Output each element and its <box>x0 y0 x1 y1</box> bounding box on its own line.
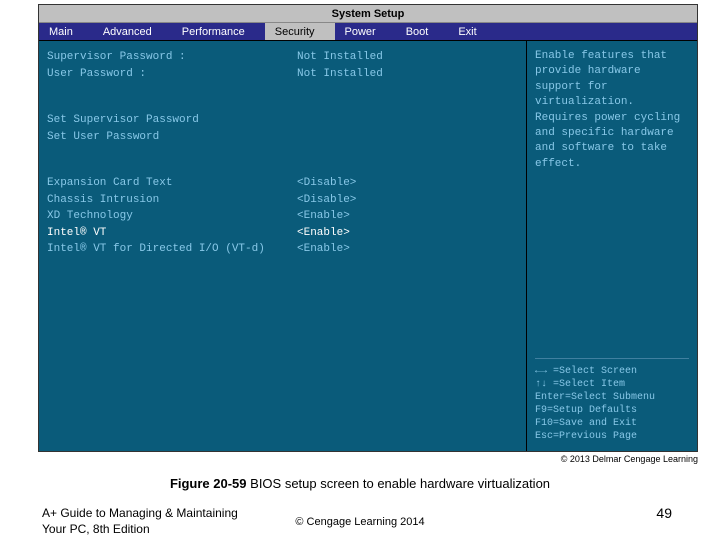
bios-titlebar: System Setup <box>39 5 697 23</box>
bios-title: System Setup <box>332 8 405 20</box>
value: <Enable> <box>297 241 427 258</box>
label: Intel® VT <box>47 225 297 242</box>
bios-main-panel: Supervisor Password : Not Installed User… <box>39 41 527 451</box>
row-user-password[interactable]: User Password : Not Installed <box>47 66 518 83</box>
bios-help-panel: Enable features that provide hardware su… <box>527 41 697 451</box>
label: Supervisor Password : <box>47 49 297 66</box>
label: Chassis Intrusion <box>47 192 297 209</box>
value: <Disable> <box>297 175 427 192</box>
label: Set Supervisor Password <box>47 112 297 129</box>
row-supervisor-password[interactable]: Supervisor Password : Not Installed <box>47 49 518 66</box>
tab-power[interactable]: Power <box>335 23 396 40</box>
nav-line: Enter=Select Submenu <box>535 391 689 404</box>
bios-menubar: Main Advanced Performance Security Power… <box>39 23 697 41</box>
row-intel-vt-d[interactable]: Intel® VT for Directed I/O (VT-d) <Enabl… <box>47 241 518 258</box>
label: Expansion Card Text <box>47 175 297 192</box>
label: XD Technology <box>47 208 297 225</box>
label: User Password : <box>47 66 297 83</box>
value <box>297 112 427 129</box>
value: <Enable> <box>297 208 427 225</box>
row-set-supervisor-password[interactable]: Set Supervisor Password <box>47 112 518 129</box>
nav-help: ←→ =Select Screen ↑↓ =Select Item Enter=… <box>535 358 689 443</box>
value: Not Installed <box>297 49 427 66</box>
tab-boot[interactable]: Boot <box>396 23 449 40</box>
tab-advanced[interactable]: Advanced <box>93 23 172 40</box>
tab-security[interactable]: Security <box>265 23 335 40</box>
value: <Enable> <box>297 225 427 242</box>
label: Set User Password <box>47 129 297 146</box>
bios-content: Supervisor Password : Not Installed User… <box>39 41 697 451</box>
nav-line: F9=Setup Defaults <box>535 404 689 417</box>
nav-line: Esc=Previous Page <box>535 430 689 443</box>
value: <Disable> <box>297 192 427 209</box>
nav-line: F10=Save and Exit <box>535 417 689 430</box>
tab-exit[interactable]: Exit <box>448 23 496 40</box>
tab-performance[interactable]: Performance <box>172 23 265 40</box>
nav-line: ↑↓ =Select Item <box>535 378 689 391</box>
value: Not Installed <box>297 66 427 83</box>
value <box>297 129 427 146</box>
figure-caption: Figure 20-59 BIOS setup screen to enable… <box>0 476 720 491</box>
page-number: 49 <box>656 505 672 521</box>
row-expansion-card-text[interactable]: Expansion Card Text <Disable> <box>47 175 518 192</box>
label: Intel® VT for Directed I/O (VT-d) <box>47 241 297 258</box>
tab-main[interactable]: Main <box>39 23 93 40</box>
row-xd-technology[interactable]: XD Technology <Enable> <box>47 208 518 225</box>
row-set-user-password[interactable]: Set User Password <box>47 129 518 146</box>
row-intel-vt[interactable]: Intel® VT <Enable> <box>47 225 518 242</box>
copyright-small: © 2013 Delmar Cengage Learning <box>561 454 698 464</box>
footer-center: © Cengage Learning 2014 <box>0 516 720 528</box>
help-text: Enable features that provide hardware su… <box>535 49 689 358</box>
figure-label: Figure 20-59 <box>170 476 247 491</box>
row-chassis-intrusion[interactable]: Chassis Intrusion <Disable> <box>47 192 518 209</box>
figure-text: BIOS setup screen to enable hardware vir… <box>247 476 551 491</box>
nav-line: ←→ =Select Screen <box>535 365 689 378</box>
bios-window: System Setup Main Advanced Performance S… <box>38 4 698 452</box>
